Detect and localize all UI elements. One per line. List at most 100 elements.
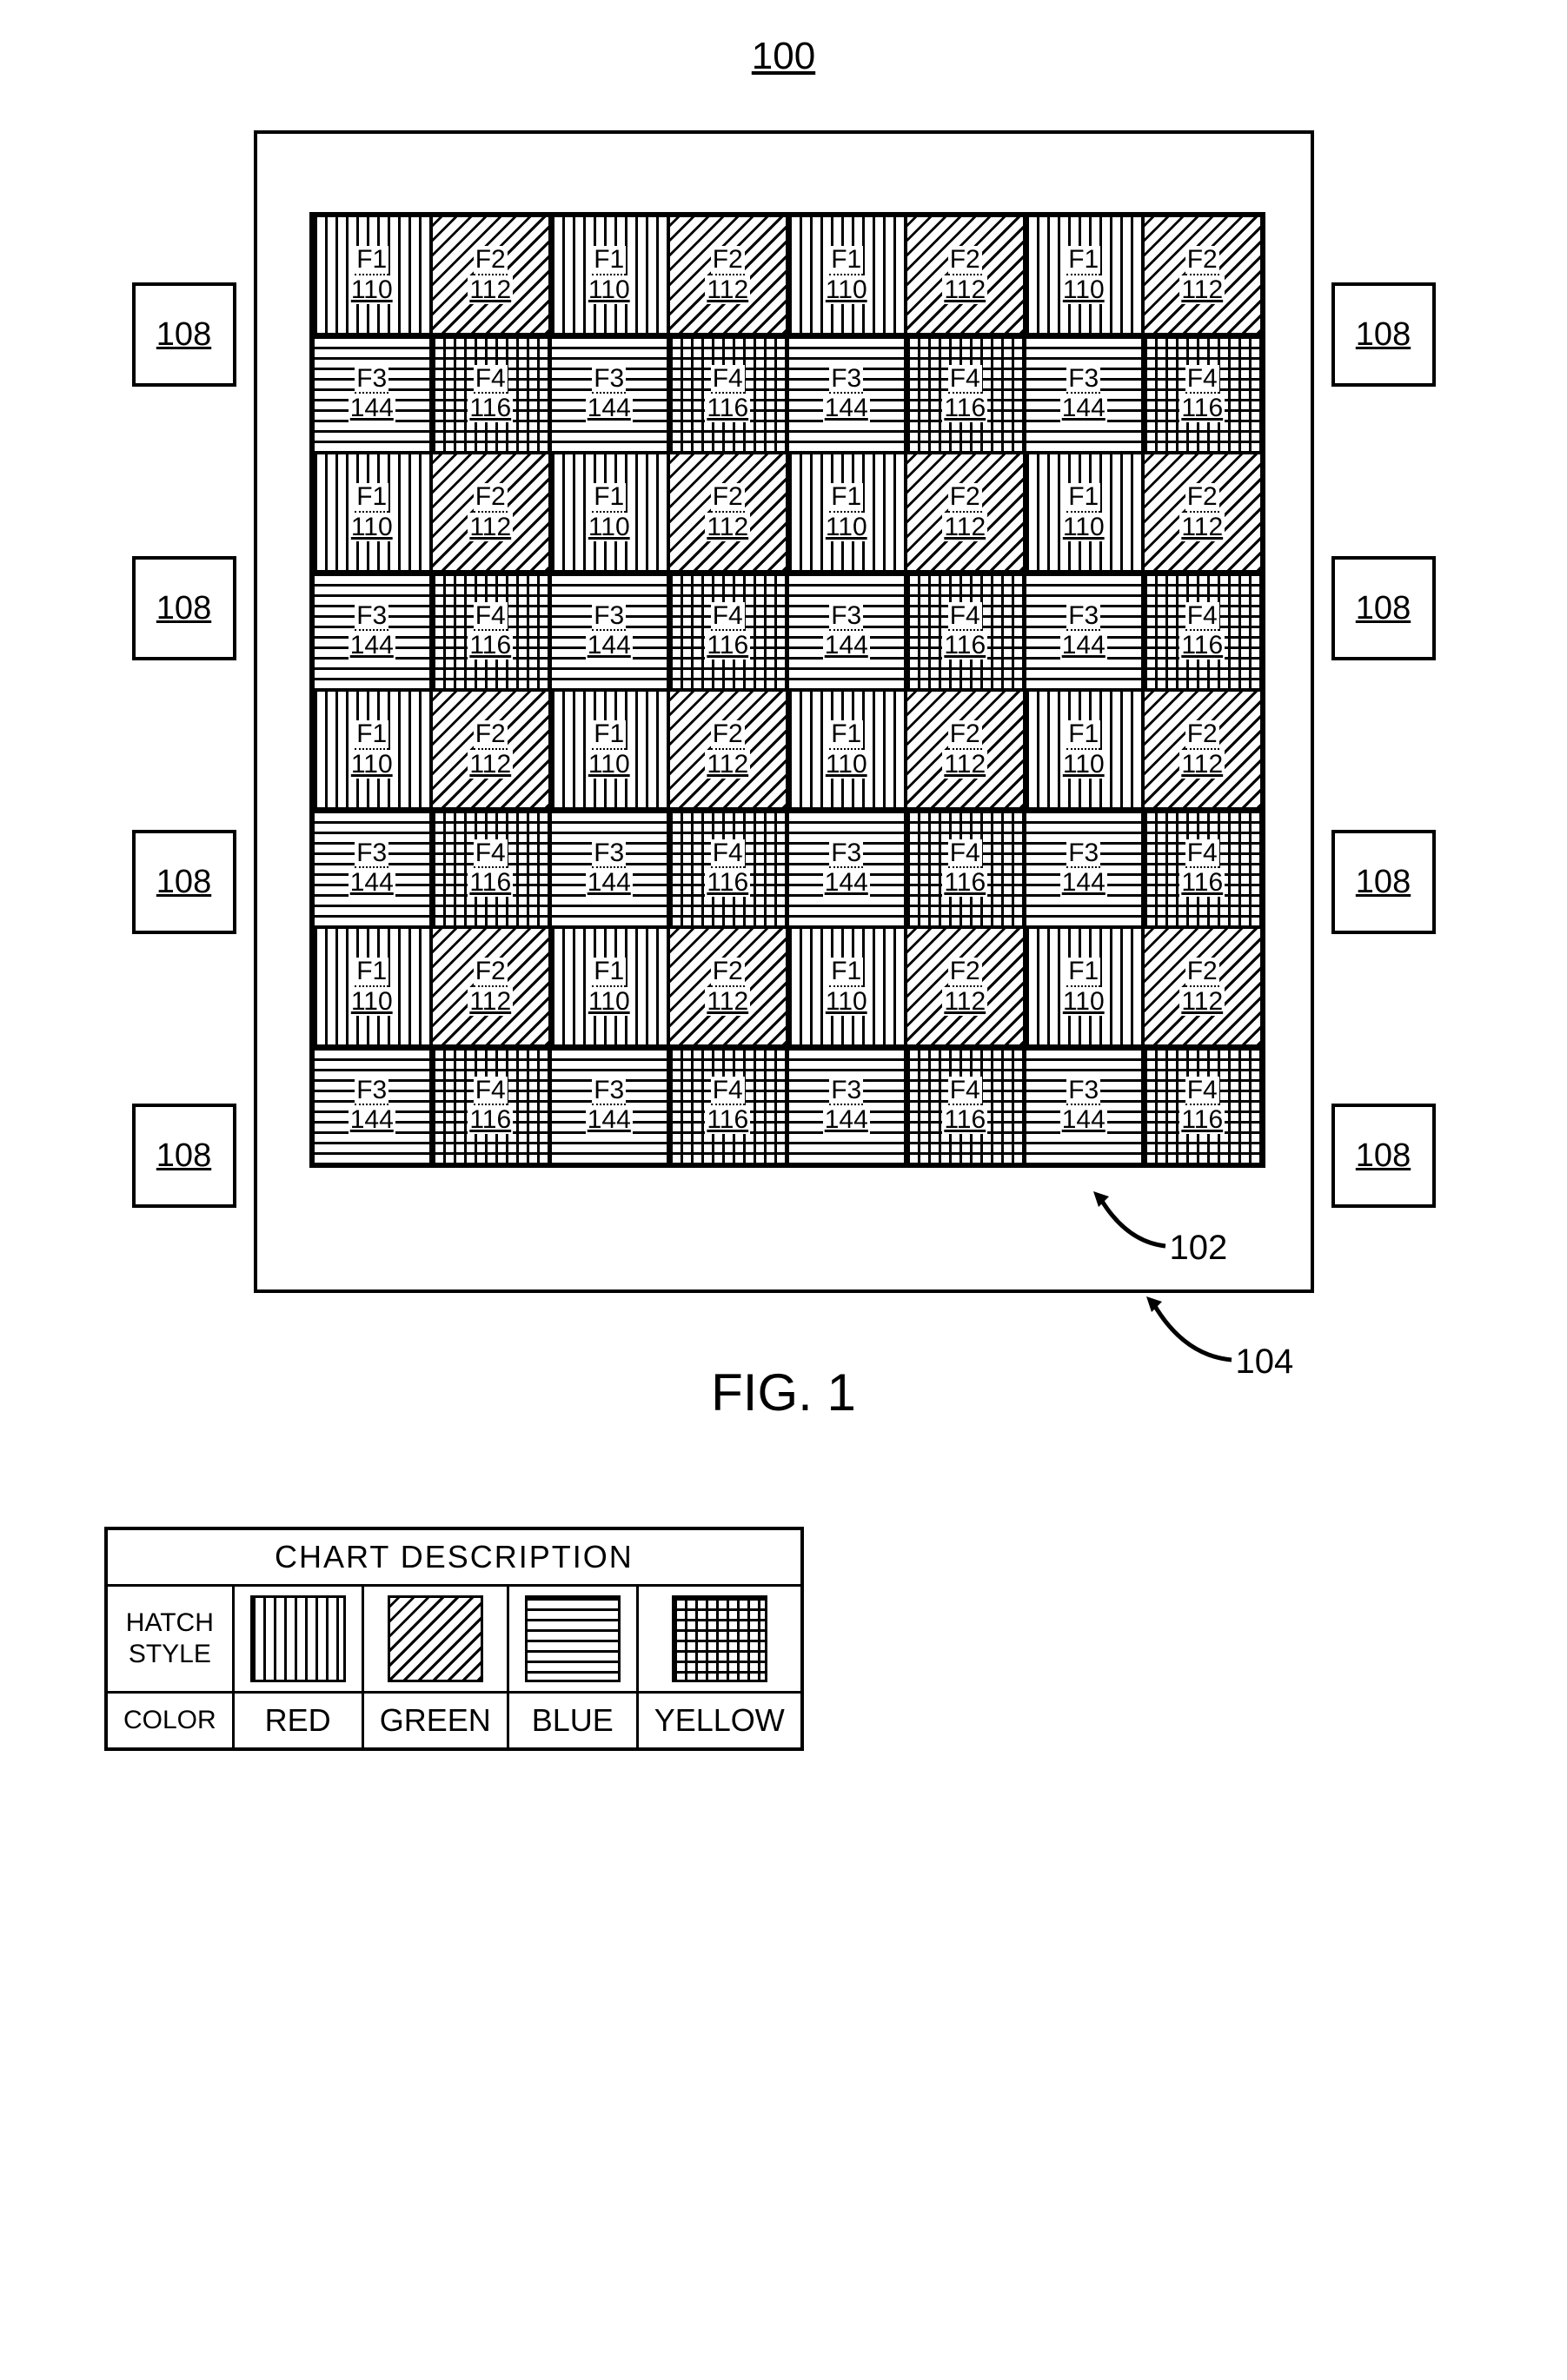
- io-pad-label: 108: [1331, 282, 1436, 387]
- filter-cell-type-label: F3: [829, 839, 863, 869]
- filter-cell-type-label: F3: [592, 839, 626, 869]
- filter-cell-f1: F1110: [787, 927, 906, 1046]
- filter-cell-ref-label: 110: [349, 987, 395, 1016]
- filter-cell-f4: F4116: [431, 572, 550, 691]
- filter-cell-f3: F3144: [1025, 572, 1144, 691]
- filter-cell-f4: F4116: [1143, 809, 1262, 928]
- callout-102: 102: [1092, 1190, 1196, 1268]
- legend-row1-label: HATCHSTYLE: [126, 1608, 214, 1668]
- filter-cell-f3: F3144: [313, 809, 432, 928]
- filter-cell-f1: F1110: [313, 927, 432, 1046]
- filter-cell-type-label: F2: [711, 958, 745, 987]
- filter-cell-type-label: F1: [355, 720, 388, 750]
- legend-color-name: YELLOW: [637, 1693, 802, 1750]
- filter-cell-ref-label: 144: [1060, 394, 1107, 422]
- filter-cell-ref-label: 144: [823, 868, 870, 897]
- filter-cell-f1: F1110: [313, 453, 432, 572]
- filter-cell-f1: F1110: [1025, 215, 1144, 335]
- filter-cell-ref-label: 144: [586, 394, 633, 422]
- filter-cell-f1: F1110: [550, 453, 669, 572]
- filter-cell-f3: F3144: [550, 335, 669, 454]
- filter-cell-type-label: F1: [1066, 246, 1100, 275]
- filter-cell-f4: F4116: [1143, 1046, 1262, 1165]
- filter-cell-f1: F1110: [1025, 690, 1144, 809]
- filter-cell-f3: F3144: [550, 809, 669, 928]
- filter-cell-type-label: F3: [355, 839, 388, 869]
- filter-cell-ref-label: 144: [349, 868, 395, 897]
- filter-cell-type-label: F2: [474, 246, 508, 275]
- filter-cell-ref-label: 112: [705, 275, 750, 304]
- filter-cell-type-label: F1: [592, 246, 626, 275]
- filter-cell-ref-label: 112: [705, 987, 750, 1016]
- legend-swatch: [525, 1595, 621, 1682]
- filter-cell-f2: F2112: [668, 215, 787, 335]
- filter-cell-f4: F4116: [906, 335, 1025, 454]
- filter-cell-f4: F4116: [668, 572, 787, 691]
- legend-swatch: [388, 1595, 483, 1682]
- filter-cell-ref-label: 112: [1179, 750, 1225, 779]
- filter-cell-f2: F2112: [906, 690, 1025, 809]
- filter-cell-type-label: F4: [948, 1077, 982, 1106]
- filter-cell-f4: F4116: [431, 1046, 550, 1165]
- io-pad-label: 108: [132, 556, 236, 660]
- filter-cell-type-label: F4: [1185, 839, 1219, 869]
- filter-cell-type-label: F3: [1066, 365, 1100, 394]
- filter-cell-type-label: F1: [592, 958, 626, 987]
- filter-cell-type-label: F1: [355, 958, 388, 987]
- filter-cell-f3: F3144: [1025, 809, 1144, 928]
- filter-cell-f2: F2112: [668, 690, 787, 809]
- filter-cell-ref-label: 112: [1179, 987, 1225, 1016]
- filter-cell-type-label: F2: [1185, 246, 1219, 275]
- filter-cell-ref-label: 110: [824, 750, 869, 779]
- callout-102-label: 102: [1170, 1229, 1228, 1268]
- filter-cell-f2: F2112: [668, 927, 787, 1046]
- io-pad-label: 108: [132, 282, 236, 387]
- filter-cell-f4: F4116: [1143, 335, 1262, 454]
- filter-cell-f2: F2112: [906, 453, 1025, 572]
- filter-cell-ref-label: 112: [468, 513, 513, 541]
- filter-cell-ref-label: 110: [587, 275, 632, 304]
- filter-cell-type-label: F4: [1185, 365, 1219, 394]
- package-outline: F1110F2112F1110F2112F1110F2112F1110F2112…: [254, 130, 1314, 1293]
- filter-cell-type-label: F2: [948, 958, 982, 987]
- filter-cell-type-label: F4: [1185, 602, 1219, 632]
- callout-104: 104: [1145, 1295, 1266, 1382]
- filter-cell-ref-label: 116: [468, 631, 513, 660]
- filter-cell-type-label: F3: [355, 1077, 388, 1106]
- legend-color-name: BLUE: [508, 1693, 637, 1750]
- filter-cell-ref-label: 116: [1179, 631, 1225, 660]
- filter-cell-type-label: F1: [829, 720, 863, 750]
- filter-cell-type-label: F3: [829, 1077, 863, 1106]
- filter-cell-type-label: F1: [355, 483, 388, 513]
- filter-cell-ref-label: 110: [1061, 987, 1106, 1016]
- filter-cell-ref-label: 116: [1179, 394, 1225, 422]
- io-pad-label: 108: [1331, 1104, 1436, 1208]
- filter-cell-type-label: F1: [1066, 958, 1100, 987]
- filter-cell-type-label: F3: [355, 365, 388, 394]
- filter-cell-ref-label: 112: [468, 987, 513, 1016]
- filter-array-grid: F1110F2112F1110F2112F1110F2112F1110F2112…: [309, 212, 1265, 1168]
- figure-caption: FIG. 1: [17, 1362, 1550, 1422]
- filter-cell-ref-label: 144: [349, 631, 395, 660]
- filter-cell-f2: F2112: [906, 927, 1025, 1046]
- filter-cell-f2: F2112: [431, 453, 550, 572]
- filter-cell-ref-label: 116: [468, 394, 513, 422]
- legend-title: CHART DESCRIPTION: [106, 1528, 802, 1586]
- filter-cell-type-label: F1: [829, 958, 863, 987]
- filter-cell-f3: F3144: [787, 809, 906, 928]
- filter-cell-ref-label: 116: [705, 868, 750, 897]
- filter-cell-f3: F3144: [787, 335, 906, 454]
- io-pad-label: 108: [132, 830, 236, 934]
- filter-cell-type-label: F4: [711, 365, 745, 394]
- filter-cell-ref-label: 144: [823, 394, 870, 422]
- filter-cell-f4: F4116: [431, 335, 550, 454]
- filter-cell-type-label: F1: [1066, 720, 1100, 750]
- filter-cell-type-label: F2: [948, 720, 982, 750]
- filter-cell-type-label: F2: [711, 483, 745, 513]
- filter-cell-ref-label: 116: [705, 1105, 750, 1134]
- filter-cell-type-label: F1: [1066, 483, 1100, 513]
- filter-cell-f4: F4116: [906, 1046, 1025, 1165]
- filter-cell-ref-label: 144: [586, 868, 633, 897]
- filter-cell-f3: F3144: [787, 1046, 906, 1165]
- legend-row2-head: COLOR: [106, 1693, 233, 1750]
